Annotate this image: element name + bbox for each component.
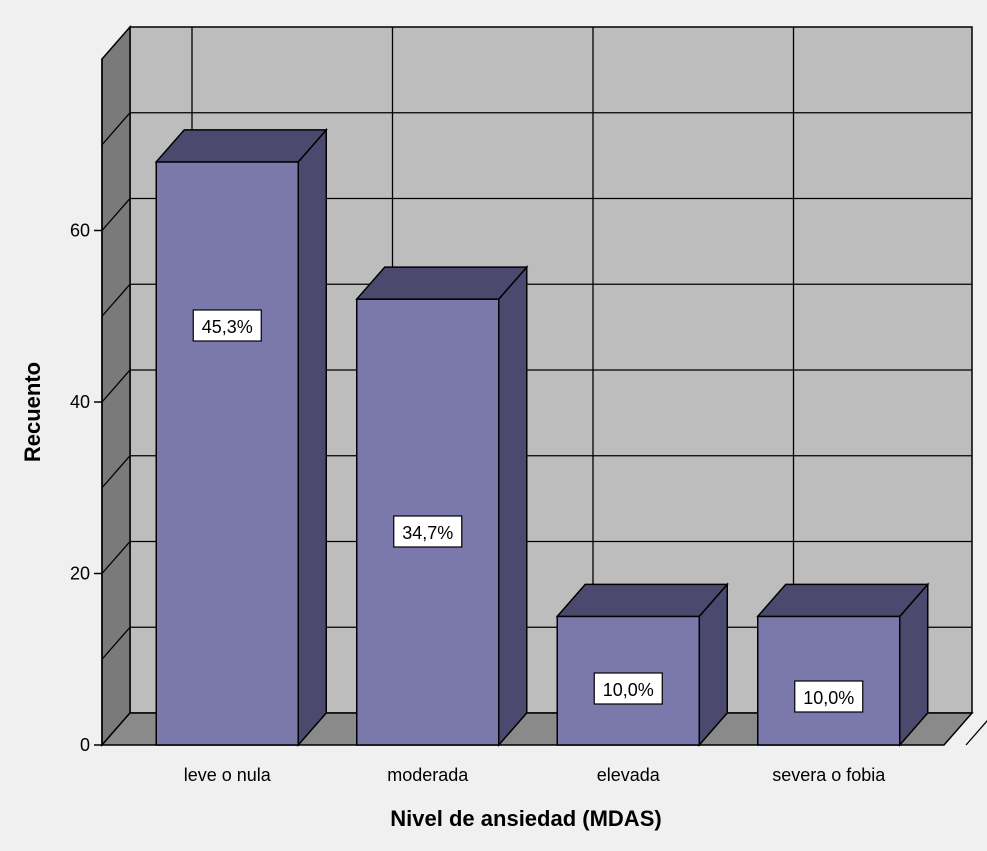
bar-side <box>297 127 327 747</box>
gridline-side <box>101 626 131 660</box>
bar-top <box>154 129 328 163</box>
gridline-side <box>101 283 131 317</box>
bar-top <box>355 266 529 300</box>
data-label-box <box>192 309 262 342</box>
data-label-box <box>794 680 864 713</box>
y-tick-label: 0 <box>80 735 90 755</box>
data-label: 45,3% <box>202 317 253 337</box>
bar-top <box>555 583 729 618</box>
x-axis-title: Nivel de ansiedad (MDAS) <box>390 806 661 831</box>
bar-top <box>756 583 930 618</box>
bar-front <box>155 161 299 746</box>
data-label-box <box>393 515 463 548</box>
y-tick-label: 20 <box>70 564 90 584</box>
x-tick-label: moderada <box>387 765 469 785</box>
y-tick-label: 60 <box>70 221 90 241</box>
x-tick-label: severa o fobia <box>772 765 886 785</box>
gridline-side <box>101 455 131 489</box>
y-tick-label: 40 <box>70 392 90 412</box>
bar-side <box>498 265 528 747</box>
x-tick-label: elevada <box>597 765 661 785</box>
gridline-side <box>101 198 131 231</box>
floor-divider <box>965 720 987 746</box>
data-label: 10,0% <box>803 688 854 708</box>
data-label: 34,7% <box>402 523 453 543</box>
data-label: 10,0% <box>603 680 654 700</box>
x-tick-label: leve o nula <box>184 765 272 785</box>
axes: leve o nula moderada elevada severa o fobia… <box>70 59 886 785</box>
gridline-side <box>101 112 131 146</box>
data-label-box <box>593 672 663 705</box>
bars: 45,3% 34,7% 10,0% 10,0% <box>154 127 930 747</box>
gridline-side <box>101 369 131 403</box>
gridline-side <box>101 541 131 574</box>
y-axis-title: Recuento <box>20 362 45 462</box>
